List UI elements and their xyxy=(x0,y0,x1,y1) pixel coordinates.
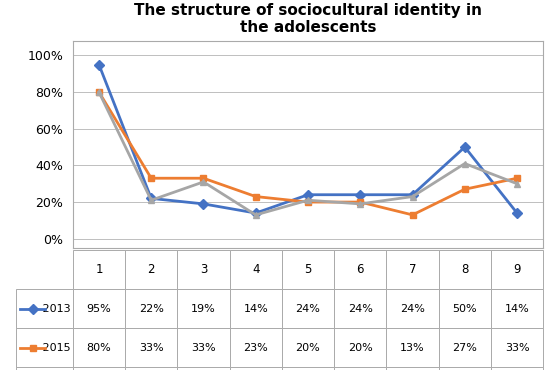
Title: The structure of sociocultural identity in
the adolescents: The structure of sociocultural identity … xyxy=(134,3,482,36)
